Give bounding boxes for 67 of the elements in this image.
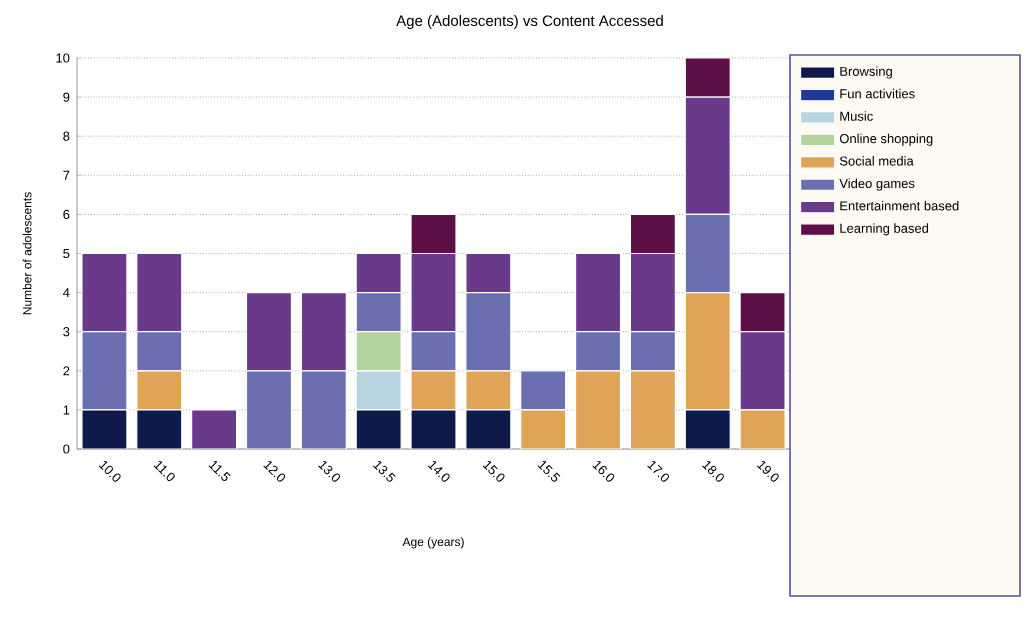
y-tick-label: 4: [63, 288, 70, 298]
bar: [355, 292, 402, 333]
bar: [136, 370, 183, 411]
bar: [245, 292, 293, 372]
x-tick-label: 16.0: [592, 460, 615, 482]
y-tick-label: 10: [56, 53, 70, 63]
bar: [410, 370, 457, 411]
bar: [574, 252, 622, 333]
x-tick-label: 11.5: [208, 460, 231, 482]
bar: [520, 409, 567, 449]
bar: [81, 331, 128, 411]
bar: [684, 409, 731, 449]
legend-label: Video games: [839, 178, 915, 191]
y-tick-label: 7: [63, 170, 70, 180]
bar: [465, 252, 512, 294]
y-tick-label: 5: [63, 248, 70, 259]
bar: [300, 292, 347, 372]
x-tick-label: 13.5: [372, 460, 396, 482]
bar: [574, 370, 622, 449]
y-tick-label: 1: [63, 405, 70, 415]
bar: [465, 292, 512, 372]
y-tick-label: 2: [63, 366, 70, 376]
legend-label: Entertainment based: [840, 200, 959, 211]
y-tick-label: 0: [63, 444, 70, 454]
bar: [136, 409, 183, 449]
bar: [136, 331, 183, 372]
legend-label: Fun activities: [840, 88, 915, 99]
x-tick-label: 19.0: [756, 460, 779, 482]
x-tick-label: 15.5: [537, 460, 561, 482]
legend-label: Browsing: [840, 66, 892, 79]
bar: [684, 292, 731, 411]
bar: [245, 370, 293, 449]
x-tick-label: 13.0: [318, 460, 341, 482]
bar: [739, 409, 786, 449]
bar: [629, 370, 676, 449]
bar: [410, 409, 457, 449]
y-tick-label: 8: [63, 131, 70, 141]
bar: [410, 331, 457, 372]
bar: [355, 409, 402, 449]
y-tick-label: 3: [63, 327, 70, 337]
legend-label: Social media: [839, 156, 914, 166]
bar: [629, 331, 676, 372]
bar: [465, 409, 512, 449]
x-tick-label: 17.0: [647, 460, 670, 482]
x-tick-label: 11.0: [153, 460, 175, 482]
legend-label: Learning based: [840, 223, 929, 236]
bar: [81, 409, 128, 449]
chart-title: Age (Adolescents) vs Content Accessed: [396, 15, 663, 29]
y-tick-label: 6: [63, 209, 70, 220]
bar: [191, 409, 238, 449]
bar: [300, 370, 347, 449]
x-tick-label: 14.0: [427, 460, 450, 482]
y-axis-title: Number of adolescents: [22, 192, 32, 315]
bar: [136, 252, 183, 333]
bar: [355, 252, 402, 294]
bar: [465, 370, 512, 411]
x-tick-label: 18.0: [702, 460, 724, 482]
y-tick-label: 9: [63, 92, 70, 102]
x-tick-label: 15.0: [482, 460, 505, 482]
bar: [684, 213, 731, 294]
x-tick-label: 10.0: [98, 460, 121, 482]
x-axis-title: Age (years): [402, 537, 464, 549]
legend-label: Music: [840, 111, 873, 121]
bar: [520, 370, 567, 411]
legend-label: Online shopping: [839, 133, 933, 146]
x-tick-label: 12.0: [263, 460, 286, 482]
bar: [574, 331, 622, 372]
